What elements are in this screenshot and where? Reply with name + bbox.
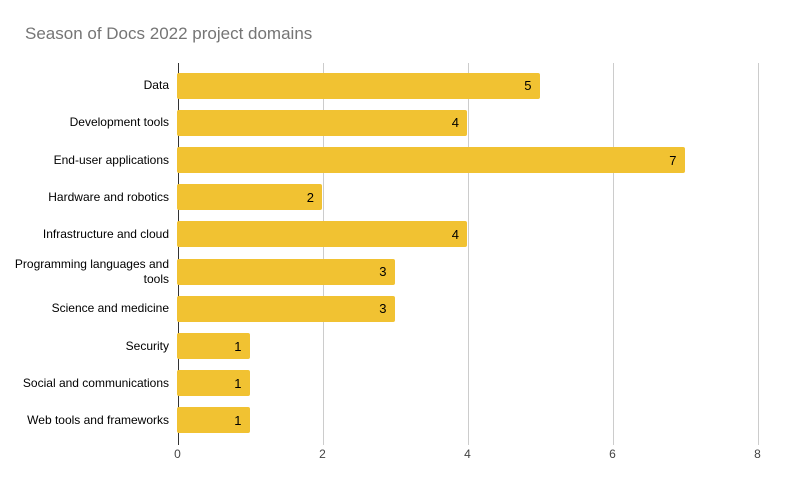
bar-row: Infrastructure and cloud 4	[0, 216, 760, 253]
category-label: Programming languages and tools	[14, 256, 169, 286]
x-axis-tick-label: 4	[464, 447, 471, 461]
y-axis-baseline	[177, 63, 179, 445]
gridline-x-6	[612, 63, 614, 439]
bar-science-and-medicine[interactable]: 3	[177, 295, 395, 322]
bar-security[interactable]: 1	[177, 333, 250, 360]
category-label: Development tools	[69, 115, 169, 130]
bar-development-tools[interactable]: 4	[177, 109, 467, 136]
bar-end-user-applications[interactable]: 7	[177, 147, 685, 173]
bar-row: End-user applications 7	[0, 141, 760, 178]
bar-track: 1	[177, 402, 757, 439]
bar-value-label: 4	[451, 115, 459, 131]
bar-value-label: 3	[379, 264, 387, 280]
x-axis-tick-label: 6	[609, 447, 616, 461]
category-label: Science and medicine	[51, 301, 169, 316]
bar-track: 2	[177, 179, 757, 216]
bar-value-label: 4	[451, 226, 459, 242]
bar-value-label: 1	[234, 375, 242, 391]
bar-row: Security 1	[0, 327, 760, 364]
tick-mark-x-2	[322, 439, 324, 445]
bar-value-label: 5	[524, 78, 532, 94]
bar-row: Science and medicine 3	[0, 290, 760, 327]
bar-row: Data 5	[0, 67, 760, 104]
bar-programming-languages-and-tools[interactable]: 3	[177, 258, 395, 285]
gridline-x-2	[322, 63, 324, 439]
category-label: Security	[125, 338, 169, 353]
category-label: Hardware and robotics	[48, 189, 169, 204]
bar-value-label: 3	[379, 301, 387, 317]
bar-track: 3	[177, 290, 757, 327]
bar-web-tools-and-frameworks[interactable]: 1	[177, 407, 250, 434]
bar-track: 3	[177, 253, 757, 290]
tick-mark-x-8	[757, 439, 759, 445]
bar-hardware-and-robotics[interactable]: 2	[177, 184, 322, 211]
chart-title: Season of Docs 2022 project domains	[25, 24, 313, 43]
tick-mark-x-4	[467, 439, 469, 445]
bar-row: Web tools and frameworks 1	[0, 402, 760, 439]
gridline-x-4	[467, 63, 469, 439]
bar-data[interactable]: 5	[177, 72, 540, 99]
bar-rows: Data 5 Development tools 4 End-user applicat…	[0, 67, 760, 439]
category-label: Web tools and frameworks	[27, 412, 169, 427]
tick-mark-x-6	[612, 439, 614, 445]
x-axis-tick-label: 0	[174, 447, 181, 461]
bar-track: 4	[177, 216, 757, 253]
x-axis-tick-label: 8	[754, 447, 761, 461]
bar-value-label: 1	[234, 412, 242, 428]
bar-row: Development tools 4	[0, 104, 760, 141]
bar-row: Hardware and robotics 2	[0, 179, 760, 216]
bar-row: Programming languages and tools 3	[0, 253, 760, 290]
bar-track: 7	[177, 141, 757, 178]
bar-row: Social and communications 1	[0, 365, 760, 402]
bar-track: 1	[177, 327, 757, 364]
bar-value-label: 2	[306, 189, 314, 205]
bar-track: 5	[177, 67, 757, 104]
category-label: Data	[143, 78, 169, 93]
bar-track: 4	[177, 104, 757, 141]
bar-track: 1	[177, 365, 757, 402]
bar-value-label: 1	[234, 338, 242, 354]
category-label: Social and communications	[22, 375, 169, 390]
category-label: End-user applications	[53, 152, 169, 167]
category-label: Infrastructure and cloud	[42, 226, 169, 241]
bar-social-and-communications[interactable]: 1	[177, 370, 250, 397]
gridline-x-8	[757, 63, 759, 439]
bar-value-label: 7	[669, 152, 677, 168]
bar-infrastructure-and-cloud[interactable]: 4	[177, 221, 467, 248]
x-axis-tick-label: 2	[319, 447, 326, 461]
